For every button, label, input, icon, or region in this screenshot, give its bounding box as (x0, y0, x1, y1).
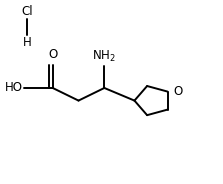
Text: O: O (173, 85, 182, 98)
Text: Cl: Cl (21, 5, 33, 18)
Text: H: H (23, 36, 31, 49)
Text: O: O (48, 48, 57, 61)
Text: NH$_2$: NH$_2$ (92, 49, 116, 64)
Text: HO: HO (4, 82, 23, 94)
